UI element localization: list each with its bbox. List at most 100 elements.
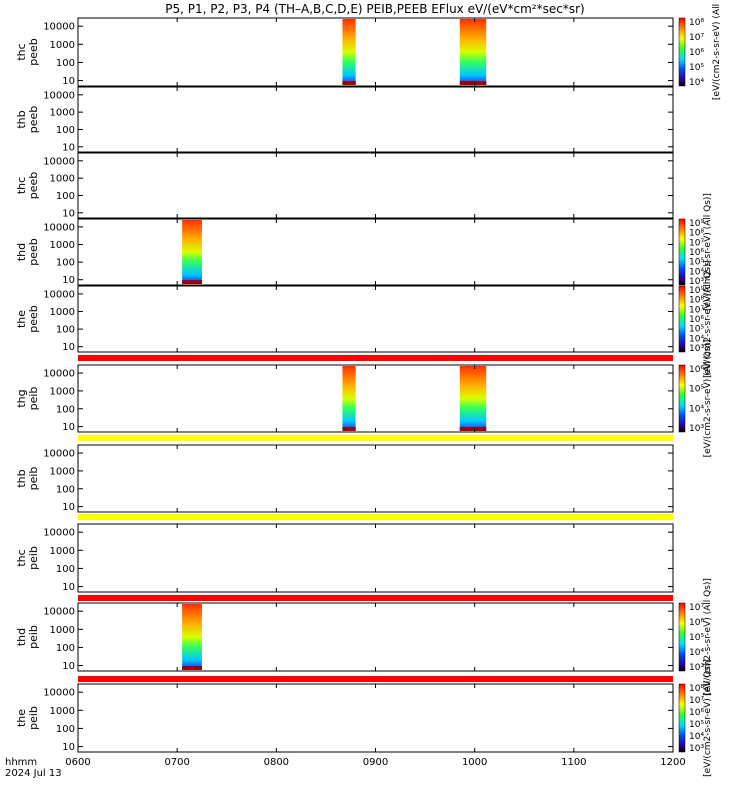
spectrogram-burst: [342, 19, 356, 85]
x-tick-label: 0700: [164, 757, 189, 768]
y-tick-label: 10: [62, 208, 75, 219]
colorbar-tick-label: 10⁵: [689, 385, 704, 395]
y-tick-label: 1000: [50, 625, 75, 636]
x-tick-label: 1200: [660, 757, 685, 768]
panel-label-product: peib: [27, 467, 40, 491]
y-tick-label: 100: [56, 191, 75, 202]
y-tick-label: 1000: [50, 240, 75, 251]
colorbar-tick-label: 10⁴: [689, 648, 704, 658]
x-tick-label: 1000: [462, 757, 487, 768]
colorbar-scale: [678, 683, 686, 753]
panel-label: thcpeeb: [15, 172, 40, 200]
colorbar-tick-label: 10⁴: [689, 732, 704, 742]
panel-frame: [77, 444, 674, 513]
panel-label: thdpeib: [15, 625, 40, 649]
y-tick-label: 1000: [50, 386, 75, 397]
status-bar: [78, 676, 673, 682]
status-bar: [78, 435, 673, 441]
colorbar-scale: [678, 602, 686, 672]
colorbar-label: [eV/(cm2-s-sr-eV) (All Qs)]: [703, 260, 713, 378]
panel-label-product: peib: [27, 625, 40, 649]
x-unit-label: hhmm: [5, 757, 37, 768]
date-label: 2024 Jul 13: [5, 768, 62, 779]
y-tick-label: 10: [62, 582, 75, 593]
colorbar-tick-label: 10³: [689, 277, 704, 287]
colorbar: 10⁸ 10⁷ 10⁶ 10⁵ 10⁴ 10³[eV/(cm2-s-sr-eV) (All…: [678, 659, 713, 777]
panel-label-probe: thb: [15, 469, 28, 487]
spectrogram-burst: [459, 366, 487, 431]
colorbar-tick-label: 10³: [689, 344, 704, 354]
panel-label-product: peib: [27, 706, 40, 730]
y-tick-label: 1000: [50, 546, 75, 557]
colorbar-tick-label: 10⁶: [689, 365, 704, 375]
y-tick-label: 10: [62, 742, 75, 753]
panel-label: thepeeb: [15, 305, 40, 333]
x-tick-label: 0600: [65, 757, 90, 768]
colorbar-tick-label: 10⁶: [689, 618, 704, 628]
colorbar-label: [eV/(cm2-s-sr-eV) (All Qs)]: [703, 659, 713, 777]
y-tick-label: 1000: [50, 40, 75, 51]
colorbar-tick-label: 10⁸: [689, 684, 704, 694]
colorbar-tick-label: 10³: [689, 663, 704, 673]
status-bar: [78, 595, 673, 601]
colorbar-tick-label: 10⁴: [689, 404, 704, 414]
spectrogram-burst-base: [342, 427, 356, 431]
spectrogram-burst-base: [182, 666, 202, 670]
panel-label: thcpeib: [15, 546, 40, 570]
panel-label-product: peeb: [27, 38, 40, 66]
panel-label: thepeib: [15, 706, 40, 730]
colorbar-tick-label: 10⁶: [689, 248, 704, 258]
colorbar-label: [eV/(cm2-s-sr-eV) (All: [712, 4, 722, 100]
colorbar: 10⁶ 10⁵ 10⁴ 10³[eV/(cm2-s-sr-eV) (All Qs)]: [678, 340, 713, 457]
colorbar-tick-label: 10⁶: [689, 708, 704, 718]
y-tick-label: 10000: [43, 22, 75, 33]
status-bar: [78, 355, 673, 361]
colorbar-tick-label: 10⁹: [689, 219, 704, 229]
panel-label-product: peib: [27, 387, 40, 411]
colorbar-tick-label: 10⁹: [689, 286, 704, 296]
y-tick-label: 100: [56, 125, 75, 136]
panel-frame: [77, 17, 674, 87]
colorbar-label: [eV/(cm2-s-sr-eV) (All Qs)]: [703, 193, 713, 311]
y-tick-label: 10000: [43, 90, 75, 101]
panel-label-probe: thg: [15, 389, 28, 407]
y-tick-label: 100: [56, 58, 75, 69]
colorbar-tick-label: 10⁶: [689, 315, 704, 325]
y-tick-label: 10: [62, 76, 75, 87]
panel-label-probe: thd: [15, 628, 28, 646]
panel-label-product: peeb: [27, 238, 40, 266]
y-tick-label: 100: [56, 484, 75, 495]
colorbar-tick-label: 10⁵: [689, 633, 704, 643]
colorbar-tick-label: 10⁷: [689, 603, 704, 613]
panel-label: thdpeeb: [15, 238, 40, 266]
panel-label: thbpeib: [15, 467, 40, 491]
colorbar-tick-label: 10⁵: [689, 63, 704, 73]
panel-label-probe: thc: [15, 177, 28, 194]
colorbar-tick-label: 10⁸: [689, 229, 704, 239]
y-tick-label: 10000: [43, 449, 75, 460]
colorbar-tick-label: 10⁷: [689, 33, 704, 43]
status-bars-group: [78, 355, 673, 682]
colorbar-tick-label: 10⁴: [689, 78, 704, 88]
y-tick-label: 10: [62, 275, 75, 286]
panels-group: 10100100010000thcpeeb10100100010000thbpe…: [15, 17, 674, 753]
y-tick-label: 10: [62, 342, 75, 353]
colorbar-tick-label: 10⁴: [689, 267, 704, 277]
colorbar-tick-label: 10⁶: [689, 48, 704, 58]
y-tick-label: 1000: [50, 307, 75, 318]
y-tick-label: 10000: [43, 688, 75, 699]
panel-frame: [77, 523, 674, 593]
y-tick-label: 10000: [43, 528, 75, 539]
colorbar-tick-label: 10⁵: [689, 258, 704, 268]
panel-label-product: peeb: [27, 172, 40, 200]
colorbar-scale: [678, 218, 686, 286]
spectrogram-burst-base: [459, 81, 487, 85]
y-tick-label: 1000: [50, 466, 75, 477]
